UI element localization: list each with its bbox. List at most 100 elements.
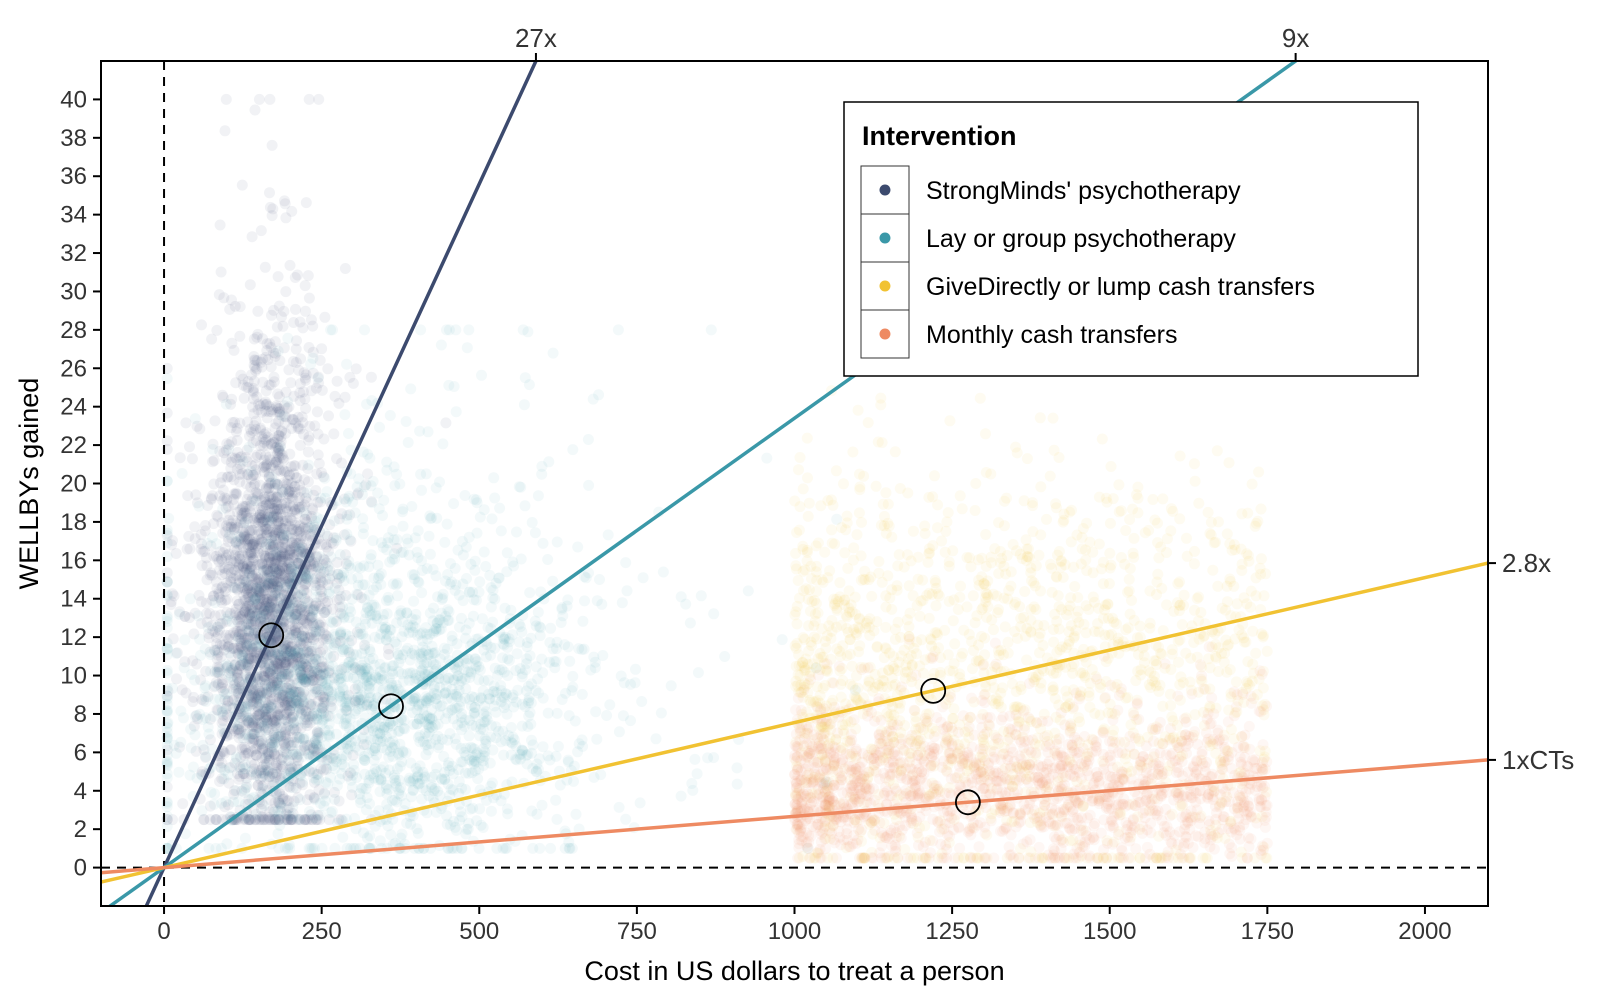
data-point — [358, 827, 369, 839]
data-point — [242, 542, 254, 554]
data-point — [249, 547, 261, 559]
data-point — [572, 541, 584, 553]
data-point — [527, 739, 539, 751]
data-point — [255, 612, 267, 624]
data-point — [291, 647, 303, 659]
data-point — [263, 491, 274, 502]
data-point — [464, 586, 476, 598]
data-point — [285, 814, 297, 826]
data-point — [576, 688, 588, 700]
data-point — [309, 776, 320, 788]
data-point — [657, 566, 669, 578]
data-point — [237, 379, 249, 391]
data-point — [408, 595, 420, 607]
data-point — [381, 595, 392, 607]
data-point — [265, 438, 277, 450]
data-point — [234, 330, 246, 342]
data-point — [268, 715, 280, 727]
data-point — [517, 324, 529, 336]
data-point — [216, 797, 227, 809]
data-point — [298, 506, 310, 518]
data-point — [285, 377, 297, 389]
data-point — [339, 493, 350, 505]
data-point — [257, 742, 268, 754]
data-point — [249, 104, 261, 116]
data-point — [244, 430, 255, 442]
data-point — [246, 643, 258, 655]
data-point — [426, 704, 438, 716]
data-point — [705, 324, 717, 336]
data-point — [253, 514, 265, 526]
data-point — [367, 475, 379, 487]
data-point — [358, 522, 370, 534]
data-point — [588, 651, 600, 663]
data-point — [655, 707, 667, 719]
data-point — [268, 730, 280, 742]
data-point — [275, 522, 286, 534]
data-point — [272, 271, 284, 283]
data-point — [261, 722, 273, 734]
data-point — [286, 423, 297, 434]
data-point — [283, 720, 295, 732]
data-point — [175, 705, 187, 717]
data-point — [301, 646, 313, 658]
data-point — [364, 452, 376, 464]
data-point — [266, 702, 278, 714]
data-point — [373, 805, 385, 817]
data-point — [228, 557, 240, 569]
data-point — [332, 568, 344, 580]
data-point — [356, 489, 368, 501]
data-point — [276, 689, 288, 701]
data-point — [247, 385, 259, 397]
data-point — [290, 343, 302, 355]
data-point — [444, 728, 456, 740]
data-point — [250, 691, 262, 703]
data-point — [513, 481, 525, 493]
data-point — [893, 549, 905, 561]
data-point — [248, 690, 259, 701]
data-point — [536, 653, 548, 665]
data-point — [268, 806, 280, 818]
data-point — [283, 755, 295, 767]
data-point — [248, 359, 260, 371]
data-point — [265, 342, 277, 353]
data-point — [374, 421, 385, 433]
data-point — [338, 643, 350, 655]
data-point — [923, 491, 935, 503]
data-point — [301, 487, 313, 499]
data-point — [232, 633, 244, 645]
data-point — [243, 591, 255, 603]
data-point — [243, 533, 255, 545]
data-point — [273, 582, 284, 594]
data-point — [343, 428, 354, 439]
data-point — [260, 714, 272, 726]
data-point — [263, 556, 275, 568]
data-point — [273, 442, 285, 454]
data-point — [269, 741, 281, 753]
data-point — [165, 599, 177, 611]
data-point — [204, 734, 216, 746]
data-point — [621, 585, 633, 597]
data-point — [405, 757, 417, 769]
data-point — [691, 768, 703, 780]
data-point — [280, 478, 292, 490]
data-point — [216, 569, 228, 581]
data-point — [282, 696, 294, 707]
data-point — [246, 642, 258, 654]
data-point — [258, 460, 270, 472]
data-point — [219, 125, 231, 137]
data-point — [272, 573, 284, 584]
data-point — [215, 266, 227, 278]
data-point — [577, 615, 589, 627]
data-point — [247, 469, 259, 481]
data-point — [222, 700, 233, 712]
data-point — [280, 483, 291, 495]
data-point — [613, 801, 625, 813]
data-point — [425, 721, 437, 732]
data-point — [240, 781, 252, 793]
data-point — [480, 706, 492, 718]
data-point — [252, 328, 264, 340]
data-point — [295, 814, 307, 826]
data-point — [196, 694, 208, 705]
data-point — [301, 509, 313, 521]
